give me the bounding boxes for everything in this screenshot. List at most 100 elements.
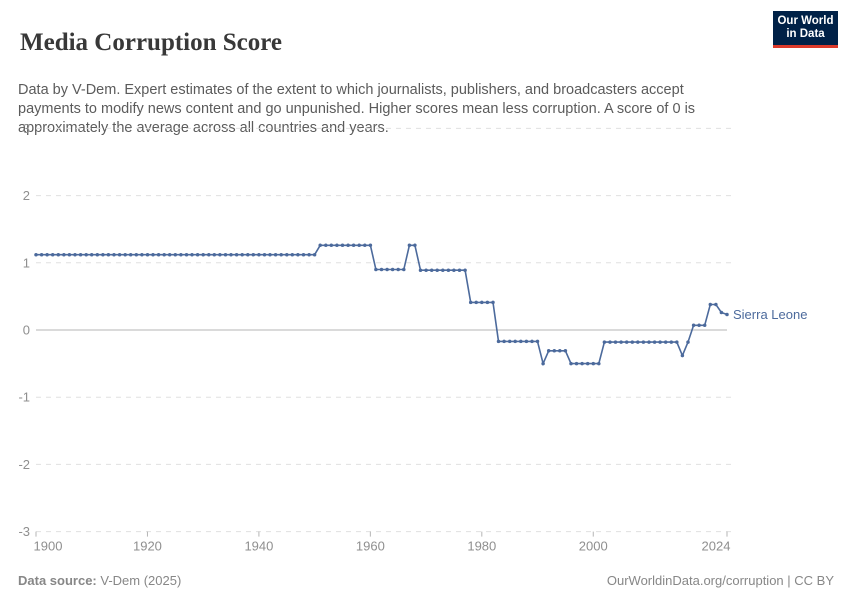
data-point-1920 <box>145 252 150 257</box>
data-point-1902 <box>45 252 49 257</box>
x-tick-label-1920: 1920 <box>133 539 162 554</box>
data-source-value: V-Dem (2025) <box>96 573 182 588</box>
data-point-1982 <box>491 300 495 305</box>
data-point-1939 <box>251 252 256 257</box>
data-point-1994 <box>558 349 562 353</box>
data-point-1930 <box>201 252 205 257</box>
owid-logo-line1: Our World <box>777 15 834 27</box>
data-point-1966 <box>402 267 406 272</box>
y-tick-label--2: -2 <box>18 457 30 472</box>
y-tick-label-3: 3 <box>23 121 30 136</box>
data-point-1968 <box>413 243 417 248</box>
data-point-1938 <box>246 252 250 257</box>
data-point-1959 <box>363 243 367 248</box>
data-point-1998 <box>580 361 584 366</box>
data-point-2001 <box>597 361 601 366</box>
data-source-label: Data source: <box>18 573 97 588</box>
data-point-1912 <box>101 252 105 257</box>
x-tick-label-1980: 1980 <box>467 539 496 554</box>
data-point-1907 <box>73 252 77 257</box>
data-point-1948 <box>301 252 306 257</box>
data-point-2023 <box>719 310 724 315</box>
data-point-1970 <box>424 268 428 272</box>
data-point-1965 <box>396 267 400 272</box>
data-point-1974 <box>446 268 451 272</box>
data-point-1908 <box>78 252 83 257</box>
data-point-2019 <box>697 323 701 328</box>
entity-label-sierra-leone[interactable]: Sierra Leone <box>733 307 807 322</box>
data-point-1960 <box>368 243 373 248</box>
data-point-1991 <box>541 361 545 366</box>
data-point-1924 <box>167 252 172 257</box>
data-point-2013 <box>663 340 668 344</box>
data-point-1933 <box>218 252 222 257</box>
data-point-2021 <box>708 302 713 307</box>
data-point-2014 <box>669 340 674 344</box>
data-point-1936 <box>234 252 239 257</box>
data-source: Data source: V-Dem (2025) <box>18 573 181 588</box>
data-point-1972 <box>435 268 439 272</box>
data-point-1990 <box>535 339 540 344</box>
data-point-2015 <box>675 340 679 344</box>
data-point-2000 <box>591 361 596 366</box>
data-point-1956 <box>346 243 350 248</box>
data-point-1901 <box>39 252 44 257</box>
y-tick-label-0: 0 <box>23 323 30 338</box>
data-point-1985 <box>507 339 512 344</box>
data-point-1963 <box>385 267 389 272</box>
data-point-2008 <box>636 340 640 344</box>
data-point-2011 <box>652 340 657 344</box>
data-point-1954 <box>335 243 339 248</box>
data-point-1950 <box>312 252 317 257</box>
data-point-1953 <box>329 243 334 248</box>
data-point-2009 <box>641 340 646 344</box>
data-point-1979 <box>474 300 478 305</box>
data-point-1980 <box>480 300 484 305</box>
data-point-1944 <box>279 252 283 257</box>
y-tick-label--1: -1 <box>18 390 30 405</box>
data-point-2016 <box>680 353 685 358</box>
data-point-1910 <box>89 252 94 257</box>
data-point-1971 <box>429 268 434 272</box>
data-point-1946 <box>290 252 295 257</box>
data-point-1921 <box>151 252 155 257</box>
data-point-2022 <box>714 302 718 307</box>
data-point-1929 <box>195 252 200 257</box>
data-point-1900 <box>34 252 38 257</box>
data-point-1978 <box>468 300 473 305</box>
data-point-1992 <box>546 349 551 353</box>
data-point-2018 <box>691 323 696 328</box>
data-point-1905 <box>62 252 66 257</box>
data-point-2007 <box>630 340 635 344</box>
data-point-1925 <box>173 252 178 257</box>
data-point-2002 <box>602 340 607 344</box>
data-point-1914 <box>112 252 116 257</box>
data-point-1927 <box>184 252 189 257</box>
data-point-2006 <box>624 340 629 344</box>
data-point-1983 <box>496 339 501 344</box>
data-point-1919 <box>140 252 144 257</box>
data-point-1987 <box>519 339 523 344</box>
y-tick-label--3: -3 <box>18 524 30 539</box>
data-point-1984 <box>502 339 506 344</box>
data-point-1911 <box>95 252 100 257</box>
data-point-1952 <box>324 243 328 248</box>
data-point-1926 <box>179 252 183 257</box>
data-point-1961 <box>374 267 378 272</box>
data-point-1916 <box>123 252 127 257</box>
data-point-2005 <box>619 340 623 344</box>
data-point-1947 <box>296 252 300 257</box>
data-point-2004 <box>613 340 618 344</box>
owid-logo[interactable]: Our World in Data <box>773 11 838 48</box>
data-point-1993 <box>552 349 557 353</box>
x-tick-label-1940: 1940 <box>244 539 273 554</box>
data-point-1918 <box>134 252 139 257</box>
data-point-1934 <box>223 252 228 257</box>
data-point-1928 <box>190 252 194 257</box>
data-point-1977 <box>463 268 467 272</box>
attribution-link[interactable]: OurWorldinData.org/corruption | CC BY <box>606 573 834 588</box>
data-point-1931 <box>207 252 211 257</box>
data-point-2010 <box>647 340 651 344</box>
data-point-1904 <box>56 252 61 257</box>
